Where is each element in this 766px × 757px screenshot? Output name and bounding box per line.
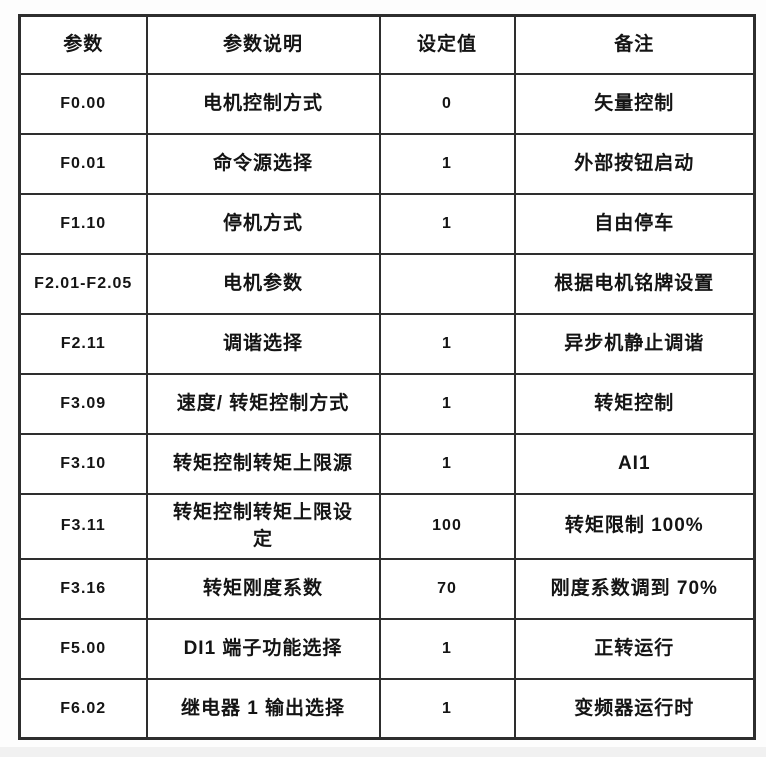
value-cell: 70: [378, 557, 516, 620]
value-cell: 1: [378, 132, 516, 195]
description-cell: 停机方式: [145, 192, 381, 255]
value-cell: 100: [378, 492, 516, 560]
description-cell: 命令源选择: [145, 132, 381, 195]
note-cell: AI1: [513, 432, 756, 495]
note-cell: 根据电机铭牌设置: [513, 252, 756, 315]
column-header-description: 参数说明: [145, 14, 381, 75]
note-cell: 变频器运行时: [513, 677, 756, 740]
note-cell: 矢量控制: [513, 72, 756, 135]
description-cell: 电机控制方式: [145, 72, 381, 135]
value-cell: 1: [378, 192, 516, 255]
column-header-note: 备注: [513, 14, 756, 75]
page-bottom-shade: [0, 747, 766, 757]
param-cell: F6.02: [18, 677, 148, 740]
description-cell: 电机参数: [145, 252, 381, 315]
param-cell: F0.01: [18, 132, 148, 195]
param-cell: F1.10: [18, 192, 148, 255]
param-cell: F3.10: [18, 432, 148, 495]
param-cell: F2.11: [18, 312, 148, 375]
table-row: F3.10 转矩控制转矩上限源 1 AI1: [18, 432, 756, 495]
value-cell: 1: [378, 617, 516, 680]
param-cell: F2.01-F2.05: [18, 252, 148, 315]
note-cell: 外部按钮启动: [513, 132, 756, 195]
column-header-value: 设定值: [378, 14, 516, 75]
table-row: F5.00 DI1 端子功能选择 1 正转运行: [18, 617, 756, 680]
value-cell: 1: [378, 312, 516, 375]
param-cell: F5.00: [18, 617, 148, 680]
value-cell: 1: [378, 372, 516, 435]
param-cell: F3.09: [18, 372, 148, 435]
table-row: F2.01-F2.05 电机参数 根据电机铭牌设置: [18, 252, 756, 315]
note-cell: 自由停车: [513, 192, 756, 255]
description-cell: 继电器 1 输出选择: [145, 677, 381, 740]
column-header-param: 参数: [18, 14, 148, 75]
table-header-row: 参数 参数说明 设定值 备注: [18, 14, 756, 75]
note-cell: 转矩控制: [513, 372, 756, 435]
table-row: F0.00 电机控制方式 0 矢量控制: [18, 72, 756, 135]
note-cell: 转矩限制 100%: [513, 492, 756, 560]
note-cell: 异步机静止调谐: [513, 312, 756, 375]
description-cell: DI1 端子功能选择: [145, 617, 381, 680]
value-cell: 0: [378, 72, 516, 135]
param-cell: F3.11: [18, 492, 148, 560]
table-row: F2.11 调谐选择 1 异步机静止调谐: [18, 312, 756, 375]
description-cell: 速度/ 转矩控制方式: [145, 372, 381, 435]
table-row: F3.09 速度/ 转矩控制方式 1 转矩控制: [18, 372, 756, 435]
table-row: F3.11 转矩控制转矩上限设定 100 转矩限制 100%: [18, 492, 756, 560]
description-cell: 转矩控制转矩上限设定: [145, 492, 381, 560]
param-cell: F0.00: [18, 72, 148, 135]
value-cell: [378, 252, 516, 315]
note-cell: 刚度系数调到 70%: [513, 557, 756, 620]
param-cell: F3.16: [18, 557, 148, 620]
table-row: F6.02 继电器 1 输出选择 1 变频器运行时: [18, 677, 756, 740]
parameter-table: 参数 参数说明 设定值 备注 F0.00 电机控制方式 0 矢量控制 F0.01…: [18, 14, 756, 741]
description-cell: 调谐选择: [145, 312, 381, 375]
description-cell: 转矩控制转矩上限源: [145, 432, 381, 495]
table-row: F1.10 停机方式 1 自由停车: [18, 192, 756, 255]
note-cell: 正转运行: [513, 617, 756, 680]
description-cell: 转矩刚度系数: [145, 557, 381, 620]
value-cell: 1: [378, 432, 516, 495]
table-row: F3.16 转矩刚度系数 70 刚度系数调到 70%: [18, 557, 756, 620]
table-row: F0.01 命令源选择 1 外部按钮启动: [18, 132, 756, 195]
value-cell: 1: [378, 677, 516, 740]
